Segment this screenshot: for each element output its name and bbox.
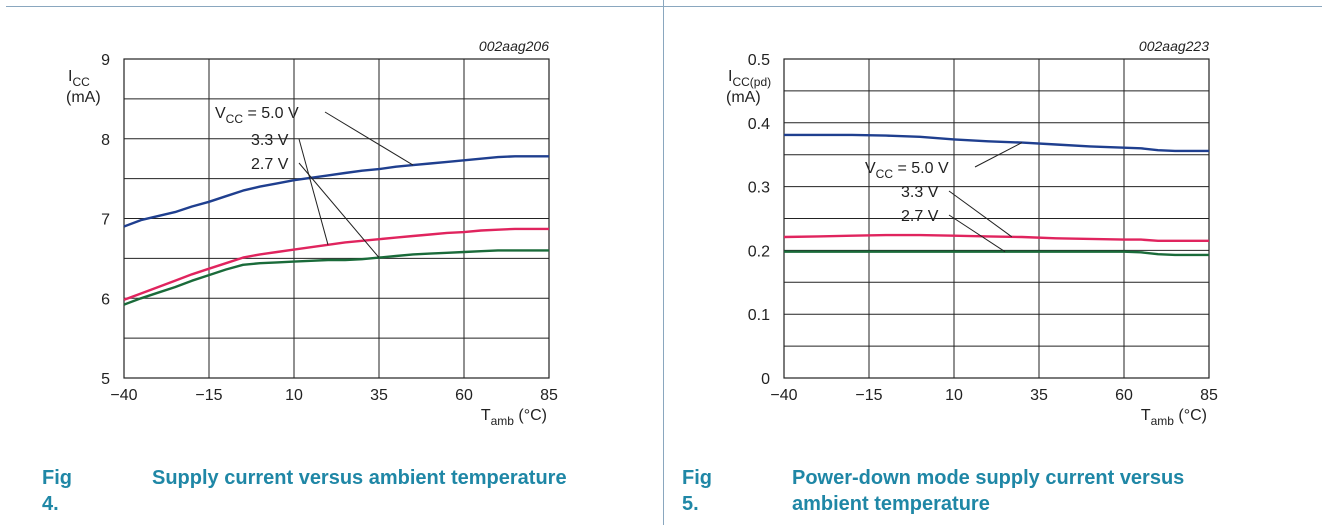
x-tick-label: −15 xyxy=(855,387,882,404)
y-tick-label: 0.4 xyxy=(748,116,770,133)
figure-4-panel: 5 6 7 8 9 −40 −15 10 35 60 85 ICC (mA) Tamb (°C) 002aa… xyxy=(6,0,664,525)
x-axis-label: Tamb (°C) xyxy=(481,407,547,428)
y-tick-label: 5 xyxy=(101,371,110,388)
series-line-3 xyxy=(784,250,1209,257)
figure-code: 002aag223 xyxy=(1139,38,1209,54)
x-tick-label: 60 xyxy=(1115,387,1133,404)
plot-frame xyxy=(783,58,1210,379)
figure-5-title: Power-down mode supply current versus am… xyxy=(792,467,1185,515)
y-axis-label-main: I xyxy=(728,68,732,85)
y-tick-label: 6 xyxy=(101,291,110,308)
series-label-3: 2.7 V xyxy=(901,208,939,225)
figure-5-number: Fig 5. xyxy=(682,467,712,515)
top-divider xyxy=(6,6,663,7)
series-leader-line-1 xyxy=(324,111,414,166)
series-label-2: 3.3 V xyxy=(901,184,939,201)
chart-fig-5: 0 0.1 0.2 0.3 0.4 0.5 −40 −15 10 35 60 85 ICC(pd)(mA… xyxy=(726,38,1218,428)
series-label-3: 2.7 V xyxy=(251,156,289,173)
y-tick-label: 8 xyxy=(101,132,110,149)
series-label-1: VCC = 5.0 V xyxy=(865,160,949,181)
x-tick-label: 60 xyxy=(455,387,473,404)
x-axis-label-main: T xyxy=(481,407,491,424)
x-tick-label: 10 xyxy=(285,387,303,404)
figure-4-number: Fig 4. xyxy=(42,467,72,515)
series-leader-line-3 xyxy=(298,162,380,258)
x-axis-label: Tamb (°C) xyxy=(1141,407,1207,428)
x-tick-label: 85 xyxy=(1200,387,1218,404)
y-tick-label: 0.2 xyxy=(748,243,770,260)
x-tick-label: 10 xyxy=(945,387,963,404)
x-axis-label-main: T xyxy=(1141,407,1151,424)
series-label-prefix-sub: CC xyxy=(226,112,244,126)
series-line-2 xyxy=(783,233,1209,242)
series-line-3 xyxy=(123,249,549,306)
x-tick-label: 35 xyxy=(1030,387,1048,404)
series-label-value: = 5.0 V xyxy=(243,105,299,122)
x-tick-label: 85 xyxy=(540,387,558,404)
series-line-2 xyxy=(123,227,549,301)
x-axis-label-unit: (°C) xyxy=(1174,407,1207,424)
x-tick-label: −40 xyxy=(770,387,797,404)
series-label-1: VCC = 5.0 V xyxy=(215,105,299,126)
series-label-prefix: V xyxy=(215,105,226,122)
y-axis-unit: (mA) xyxy=(66,89,101,106)
y-tick-label: 0.1 xyxy=(748,307,770,324)
y-axis-unit: (mA) xyxy=(726,89,761,106)
figure-4-title: Supply current versus ambient temperatur… xyxy=(152,467,567,489)
series-line-1 xyxy=(123,155,549,228)
x-axis-label-sub: amb xyxy=(1151,414,1175,428)
figure-code: 002aag206 xyxy=(479,38,549,54)
y-axis-label: ICC xyxy=(68,68,90,89)
y-axis-label-sub: CC xyxy=(72,75,90,89)
series-leader-line-3 xyxy=(948,214,1006,253)
series-line-1 xyxy=(784,133,1209,153)
series-label-prefix: V xyxy=(865,160,876,177)
y-tick-label: 7 xyxy=(101,212,110,229)
x-tick-label: −40 xyxy=(110,387,137,404)
y-tick-label: 0 xyxy=(761,371,770,388)
series-leader-line-2 xyxy=(948,190,1013,238)
y-tick-label: 0.3 xyxy=(748,180,770,197)
y-tick-label: 9 xyxy=(101,52,110,69)
series-label-prefix-sub: CC xyxy=(876,167,894,181)
x-tick-label: −15 xyxy=(195,387,222,404)
x-axis-label-unit: (°C) xyxy=(514,407,547,424)
y-axis-label-main: I xyxy=(68,68,72,85)
series-label-2: 3.3 V xyxy=(251,132,289,149)
y-tick-label: 0.5 xyxy=(748,52,770,69)
figure-5-panel: 0 0.1 0.2 0.3 0.4 0.5 −40 −15 10 35 60 85 ICC(pd) (mA… xyxy=(664,0,1328,525)
y-axis-label: ICC(pd) xyxy=(728,68,771,89)
x-axis-label-sub: amb xyxy=(491,414,515,428)
x-tick-label: 35 xyxy=(370,387,388,404)
top-divider xyxy=(664,6,1322,7)
series-leader-line-1 xyxy=(974,142,1023,168)
series-label-value: = 5.0 V xyxy=(893,160,949,177)
plot-frame xyxy=(123,58,550,379)
series-leader-line-2 xyxy=(298,138,329,245)
y-axis-label-sub: CC(pd) xyxy=(732,75,771,89)
